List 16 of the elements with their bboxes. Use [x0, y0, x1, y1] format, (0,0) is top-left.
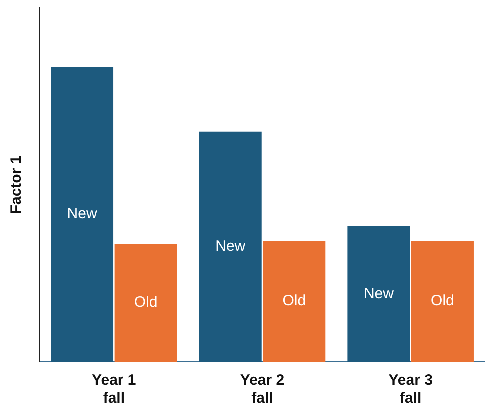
bar	[348, 226, 410, 362]
text: New	[364, 285, 394, 302]
bar	[199, 132, 262, 362]
bar	[263, 241, 326, 362]
bar	[51, 67, 114, 362]
series-label: Old	[134, 294, 158, 312]
x-tick-label: Year 2 fall	[240, 372, 285, 408]
series-label: New	[67, 206, 98, 223]
x-tick-label: Year 1 fall	[92, 372, 136, 408]
y-axis-title: Factor 1	[8, 156, 26, 214]
text: New	[216, 238, 246, 256]
x-tick-label: Year 3 fall	[388, 372, 433, 408]
bar	[114, 244, 178, 362]
bar	[411, 241, 474, 362]
text: Old	[431, 292, 454, 310]
text: Old	[282, 292, 306, 310]
